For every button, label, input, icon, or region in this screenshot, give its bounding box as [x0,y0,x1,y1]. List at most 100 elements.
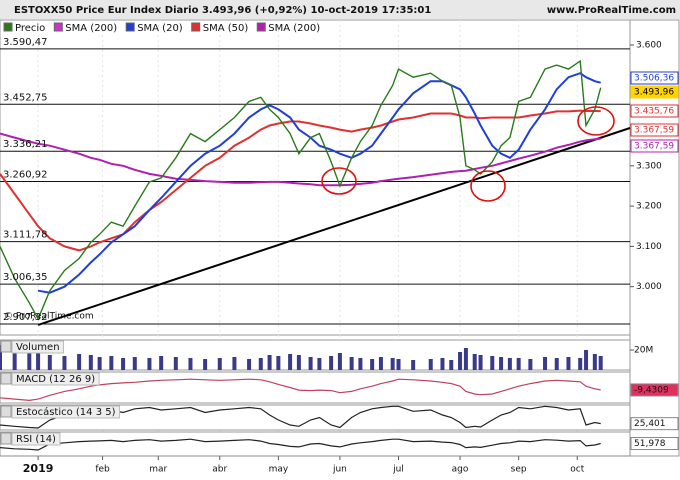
highlight-circle [321,167,357,195]
legend-label: SMA (50) [203,23,249,34]
volume-bar [463,348,468,370]
volume-bar [578,358,583,370]
panel-header-box [0,405,12,418]
x-tick-label: feb [95,465,110,475]
volume-bar [308,357,313,370]
x-tick-label: may [269,465,289,475]
y-tick-label: -9,4309 [634,385,669,395]
y-tick-label: 3.100 [636,242,662,252]
volume-bar [88,355,93,370]
series-line [0,132,601,187]
series-line [37,72,601,294]
volume-bar [566,357,571,370]
volume-bar [349,357,354,370]
volume-bar [584,350,589,370]
volume-bar [490,356,495,370]
x-tick-label: abr [212,465,227,475]
x-tick-label: oct [570,465,584,475]
price-label-box [630,104,679,118]
volume-bar [528,359,533,370]
panel-header-box [0,432,12,445]
highlight-circle [470,170,506,202]
volume-bar [27,350,32,370]
value-box [630,383,679,397]
volume-bar [554,358,559,370]
volume-bar [440,358,445,370]
volume-bar [396,359,401,370]
x-tick-label: jul [392,465,404,475]
legend-box [3,22,13,32]
volume-bar [267,355,272,370]
volume-bar [77,354,82,370]
price-label-box [630,123,679,137]
volume-bar [370,359,375,370]
volume-bar [0,345,2,370]
volume-bar [147,358,152,370]
volume-bar [411,360,416,370]
price-label-box [630,139,679,153]
panel-header-box [0,340,12,353]
volume-bar [47,355,52,370]
level-label: 2.907,32 [3,312,48,323]
series-line [0,109,601,252]
chart-title: ESTOXX50 Price Eur Index Diario 3.493,96… [14,5,431,16]
volume-bar [132,357,137,370]
volume-bar [159,356,164,370]
price-label: 3.435,76 [634,107,674,117]
panel-header-bg [11,340,65,354]
y-tick-label: 20M [634,346,653,356]
x-tick-label: jun [332,465,347,475]
panel-header: Estocástico (14 3 5) [16,406,116,418]
panel-header-bg [11,405,121,419]
volume-bar [258,358,263,370]
volume-bar [188,358,193,370]
panel-frame [0,339,631,371]
value-box [630,417,679,431]
volume-bar [62,356,67,370]
volume-bar [12,352,17,370]
legend-label: Precio [15,23,45,34]
volume-bar [203,359,208,370]
price-label: 3.493,96 [634,88,674,98]
indicator-line [0,378,601,402]
y-tick-label: 3.600 [636,40,662,50]
price-label: 3.506,36 [634,74,674,84]
volume-bar [317,358,322,370]
y-tick-label: 51,978 [634,439,666,449]
level-label: 3.590,47 [3,37,48,48]
volume-bar [499,357,504,370]
level-label: 3.260,92 [3,170,48,181]
value-box [630,437,679,451]
legend-box [125,22,135,32]
legend-label: SMA (200) [65,23,117,34]
y-tick-label: 3.000 [636,282,662,292]
level-label: 3.336,21 [3,139,48,150]
volume-bar [516,358,521,370]
volume-bar [276,356,281,370]
title-bar [0,0,680,19]
volume-bar [97,357,102,370]
volume-bar [109,356,114,370]
volume-bar [378,357,383,370]
volume-bar [296,355,301,370]
volume-bar [428,359,433,370]
panel-header: MACD (12 26 9) [16,374,95,385]
x-tick-label: sep [511,465,527,475]
x-tick-label: 2019 [23,462,54,475]
volume-bar [598,356,603,370]
legend-box [53,22,63,32]
volume-bar [337,353,342,370]
legend-label: SMA (200) [268,23,320,34]
volume-bar [232,357,237,370]
legend-label: SMA (20) [137,23,183,34]
volume-bar [592,354,597,370]
price-label: 3.367,59 [634,142,674,152]
volume-bar [217,358,222,370]
level-label: 3.111,78 [3,230,48,241]
volume-bar [390,358,395,370]
volume-bar [472,354,477,370]
highlight-circle [577,106,615,136]
volume-bar [36,348,41,370]
source: www.ProRealTime.com [547,5,676,16]
indicator-line [0,438,601,451]
